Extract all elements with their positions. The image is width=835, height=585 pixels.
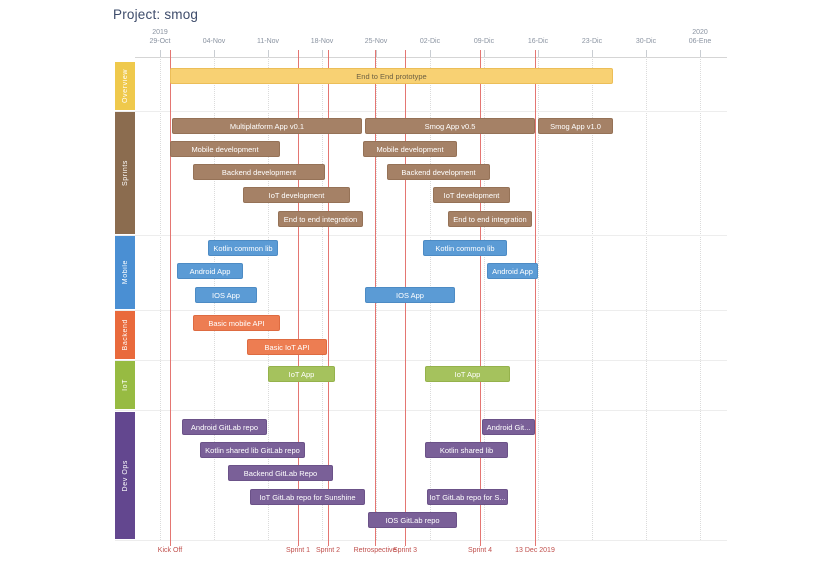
axis-date-label: 18-Nov <box>310 38 334 45</box>
task-bar[interactable]: IOS App <box>195 287 257 303</box>
milestone-label: Sprint 2 <box>315 547 341 554</box>
task-bar[interactable]: Basic IoT API <box>247 339 327 355</box>
group-separator <box>115 360 727 361</box>
group-separator <box>115 310 727 311</box>
axis-date-label: 30-Dic <box>635 38 657 45</box>
milestone-label: Retrospective <box>353 547 397 554</box>
group-separator <box>115 410 727 411</box>
axis-tick-mark <box>268 50 269 57</box>
page-title: Project: smog <box>113 7 199 22</box>
task-bar[interactable]: IoT App <box>268 366 335 382</box>
task-bar[interactable]: IOS GitLab repo <box>368 512 457 528</box>
axis-tick-mark <box>538 50 539 57</box>
gridline <box>322 57 323 540</box>
task-bar[interactable]: End to end integration <box>448 211 532 227</box>
task-bar[interactable]: Multiplatform App v0.1 <box>172 118 362 134</box>
group-separator <box>115 235 727 236</box>
axis-year-label: 2019 <box>152 29 168 36</box>
axis-tick-mark <box>214 50 215 57</box>
axis-tick-mark <box>646 50 647 57</box>
group-label: Overview <box>121 69 129 103</box>
axis-date-label: 23-Dic <box>581 38 603 45</box>
axis-date-label: 29-Oct <box>149 38 171 45</box>
task-bar[interactable]: IoT development <box>433 187 510 203</box>
axis-tick-mark <box>376 50 377 57</box>
gridline <box>646 57 647 540</box>
milestone-label: Sprint 1 <box>285 547 311 554</box>
group-band-dev-ops: Dev Ops <box>115 412 135 539</box>
milestone-line <box>535 50 536 546</box>
task-bar[interactable]: Kotlin common lib <box>423 240 507 256</box>
axis-tick-mark <box>430 50 431 57</box>
task-bar[interactable]: IoT App <box>425 366 510 382</box>
milestone-line <box>480 50 481 546</box>
task-bar[interactable]: Android App <box>177 263 243 279</box>
timeline-axis-line <box>135 57 727 58</box>
axis-tick-mark <box>322 50 323 57</box>
group-band-overview: Overview <box>115 62 135 110</box>
task-bar[interactable]: Kotlin shared lib GitLab repo <box>200 442 305 458</box>
group-separator <box>115 111 727 112</box>
gridline <box>538 57 539 540</box>
axis-date-label: 16-Dic <box>527 38 549 45</box>
group-band-mobile: Mobile <box>115 236 135 309</box>
task-bar[interactable]: Android GitLab repo <box>182 419 267 435</box>
group-label: Mobile <box>121 260 129 285</box>
task-bar[interactable]: Backend development <box>193 164 325 180</box>
group-band-backend: Backend <box>115 311 135 359</box>
gridline <box>700 57 701 540</box>
axis-date-label: 25-Nov <box>364 38 388 45</box>
task-bar[interactable]: Android App <box>487 263 538 279</box>
milestone-label: 13 Dec 2019 <box>515 547 555 554</box>
gridline <box>484 57 485 540</box>
axis-tick-mark <box>160 50 161 57</box>
milestone-label: Sprint 4 <box>467 547 493 554</box>
task-bar[interactable]: Kotlin shared lib <box>425 442 508 458</box>
task-bar[interactable]: Basic mobile API <box>193 315 280 331</box>
gridline <box>160 57 161 540</box>
group-separator <box>115 540 727 541</box>
task-bar[interactable]: End to End prototype <box>170 68 613 84</box>
group-label: Sprints <box>121 160 129 186</box>
group-label: Dev Ops <box>121 459 129 492</box>
axis-date-label: 11-Nov <box>256 38 280 45</box>
milestone-label: Kick Off <box>157 547 183 554</box>
gridline <box>268 57 269 540</box>
milestone-line <box>170 50 171 546</box>
axis-date-label: 02-Dic <box>419 38 441 45</box>
task-bar[interactable]: Kotlin common lib <box>208 240 278 256</box>
gridline <box>592 57 593 540</box>
axis-date-label: 09-Dic <box>473 38 495 45</box>
group-label: Backend <box>121 319 129 351</box>
group-band-sprints: Sprints <box>115 112 135 234</box>
axis-year-label: 2020 <box>692 29 708 36</box>
task-bar[interactable]: Mobile development <box>170 141 280 157</box>
axis-date-label: 04-Nov <box>202 38 226 45</box>
milestone-line <box>328 50 329 546</box>
group-band-iot: IoT <box>115 361 135 409</box>
task-bar[interactable]: Backend GitLab Repo <box>228 465 333 481</box>
axis-date-label: 06-Ene <box>688 38 712 45</box>
task-bar[interactable]: IOS App <box>365 287 455 303</box>
task-bar[interactable]: IoT GitLab repo for Sunshine <box>250 489 365 505</box>
task-bar[interactable]: IoT development <box>243 187 350 203</box>
milestone-label: Sprint 3 <box>392 547 418 554</box>
task-bar[interactable]: IoT GitLab repo for S... <box>427 489 508 505</box>
axis-tick-mark <box>484 50 485 57</box>
axis-tick-mark <box>700 50 701 57</box>
task-bar[interactable]: Android Git... <box>482 419 535 435</box>
milestone-line <box>298 50 299 546</box>
task-bar[interactable]: Backend development <box>387 164 490 180</box>
task-bar[interactable]: Smog App v0.5 <box>365 118 535 134</box>
group-label: IoT <box>121 379 129 391</box>
task-bar[interactable]: Mobile development <box>363 141 457 157</box>
task-bar[interactable]: End to end integration <box>278 211 363 227</box>
task-bar[interactable]: Smog App v1.0 <box>538 118 613 134</box>
axis-tick-mark <box>592 50 593 57</box>
